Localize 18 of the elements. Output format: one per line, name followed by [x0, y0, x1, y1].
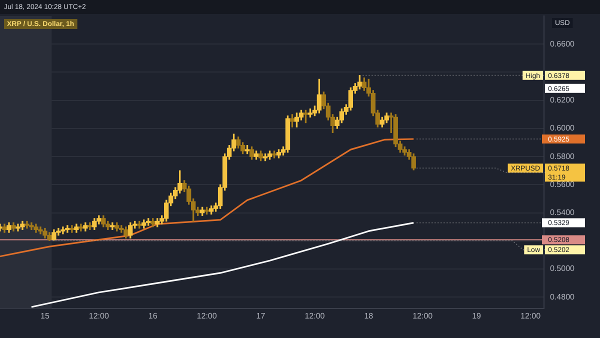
x-tick-label: 12:00 [196, 311, 218, 320]
y-tick-label: 0.5400 [550, 208, 576, 218]
y-tick-label: 0.5800 [550, 152, 576, 161]
x-tick-label: 17 [256, 311, 266, 320]
x-tick-label: 15 [40, 311, 50, 320]
y-tick-label: 0.6000 [550, 124, 576, 133]
x-tick-label: 12:00 [88, 311, 110, 320]
y-tick-label: 0.4800 [550, 292, 576, 302]
y-tick-label: 0.5600 [550, 180, 576, 189]
y-tick-label: 0.6600 [550, 39, 576, 48]
x-tick-label: 18 [364, 311, 374, 320]
y-tick-label: 0.5000 [550, 264, 576, 274]
x-tick-label: 12:00 [520, 311, 542, 320]
x-tick-label: 19 [472, 311, 482, 320]
x-tick-label: 16 [148, 311, 158, 320]
x-tick-label: 12:00 [304, 311, 326, 320]
y-tick-label: 0.6200 [550, 96, 576, 105]
x-tick-label: 12:00 [412, 311, 434, 320]
